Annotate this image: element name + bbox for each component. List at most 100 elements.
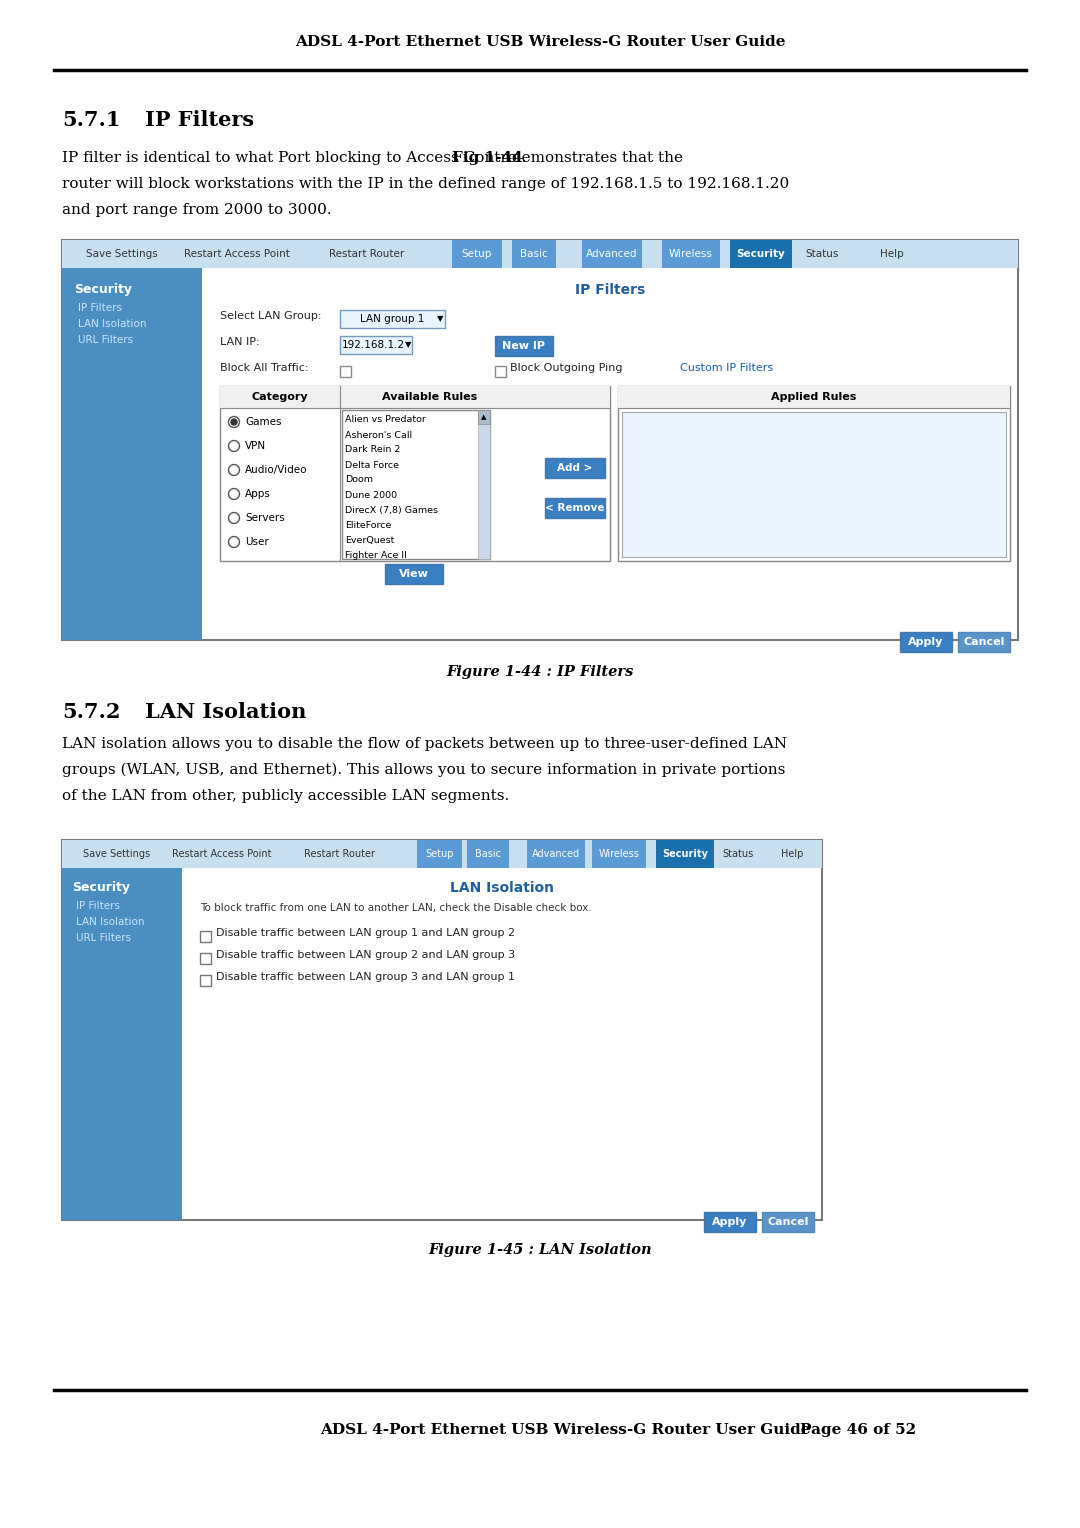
Bar	[62, 267, 202, 640]
Text: IP Filters: IP Filters	[78, 303, 122, 313]
Text: DirecX (7,8) Games: DirecX (7,8) Games	[345, 506, 438, 515]
Text: Restart Access Point: Restart Access Point	[184, 249, 289, 260]
Bar	[200, 975, 211, 986]
Text: Disable traffic between LAN group 2 and LAN group 3: Disable traffic between LAN group 2 and …	[216, 950, 515, 960]
Text: Available Rules: Available Rules	[382, 393, 477, 402]
Text: Disable traffic between LAN group 3 and LAN group 1: Disable traffic between LAN group 3 and …	[216, 972, 515, 983]
Text: Status: Status	[723, 850, 754, 859]
Bar	[656, 840, 714, 868]
Text: Figure 1-44 : IP Filters: Figure 1-44 : IP Filters	[446, 665, 634, 678]
Bar	[200, 953, 211, 964]
Text: of the LAN from other, publicly accessible LAN segments.: of the LAN from other, publicly accessib…	[62, 788, 510, 804]
Bar	[730, 240, 792, 267]
Text: To block traffic from one LAN to another LAN, check the Disable check box.: To block traffic from one LAN to another…	[200, 903, 592, 914]
Text: IP Filters: IP Filters	[145, 110, 254, 130]
Bar	[62, 868, 183, 1219]
Bar	[545, 498, 605, 518]
Text: Basic: Basic	[521, 249, 548, 260]
Text: Apps: Apps	[245, 489, 271, 500]
Text: Cancel: Cancel	[963, 637, 1004, 646]
Bar	[512, 240, 556, 267]
Bar	[495, 367, 507, 377]
Bar	[527, 840, 585, 868]
Circle shape	[229, 489, 240, 500]
Circle shape	[229, 536, 240, 547]
Text: LAN Isolation: LAN Isolation	[145, 701, 307, 723]
Text: Help: Help	[880, 249, 904, 260]
Text: View: View	[400, 568, 429, 579]
Text: 192.168.1.2: 192.168.1.2	[341, 341, 405, 350]
Bar	[495, 336, 553, 356]
Text: Select LAN Group:: Select LAN Group:	[220, 312, 322, 321]
Text: Dark Rein 2: Dark Rein 2	[345, 446, 401, 454]
Bar	[417, 840, 462, 868]
Text: 5.7.1: 5.7.1	[62, 110, 121, 130]
Text: Restart Access Point: Restart Access Point	[172, 850, 272, 859]
Text: LAN Isolation: LAN Isolation	[76, 917, 145, 927]
Text: Figure 1-45 : LAN Isolation: Figure 1-45 : LAN Isolation	[428, 1242, 652, 1258]
Text: Security: Security	[75, 284, 132, 296]
Text: Basic: Basic	[475, 850, 501, 859]
Bar	[453, 240, 502, 267]
Bar	[618, 387, 1010, 408]
Bar	[762, 1212, 814, 1232]
Text: Help: Help	[781, 850, 804, 859]
Text: < Remove: < Remove	[545, 503, 605, 513]
Bar	[582, 240, 642, 267]
Circle shape	[229, 465, 240, 475]
Bar	[340, 310, 445, 329]
Text: LAN Isolation: LAN Isolation	[450, 882, 554, 895]
Text: Add >: Add >	[557, 463, 593, 474]
Text: Save Settings: Save Settings	[83, 850, 150, 859]
Text: LAN IP:: LAN IP:	[220, 338, 259, 347]
Text: New IP: New IP	[502, 341, 545, 351]
Text: IP filter is identical to what Port blocking to Access Control.: IP filter is identical to what Port bloc…	[62, 151, 531, 165]
Text: User: User	[245, 536, 269, 547]
Text: Fighter Ace II: Fighter Ace II	[345, 550, 407, 559]
Text: Advanced: Advanced	[586, 249, 638, 260]
Text: Apply: Apply	[908, 637, 944, 646]
Text: LAN isolation allows you to disable the flow of packets between up to three-user: LAN isolation allows you to disable the …	[62, 736, 787, 750]
Text: Custom IP Filters: Custom IP Filters	[680, 364, 773, 373]
Bar	[62, 840, 822, 868]
Text: LAN group 1: LAN group 1	[360, 313, 424, 324]
Text: Block Outgoing Ping: Block Outgoing Ping	[510, 364, 622, 373]
Text: IP Filters: IP Filters	[76, 902, 120, 911]
Text: VPN: VPN	[245, 442, 266, 451]
Text: Advanced: Advanced	[532, 850, 580, 859]
Bar	[592, 840, 646, 868]
Text: Audio/Video: Audio/Video	[245, 465, 308, 475]
Text: ▼: ▼	[436, 315, 443, 324]
Text: Asheron's Call: Asheron's Call	[345, 431, 413, 440]
Bar	[62, 840, 822, 1219]
Text: Category: Category	[252, 393, 308, 402]
Bar	[900, 633, 951, 652]
Circle shape	[231, 419, 237, 425]
Text: ▼: ▼	[405, 341, 411, 350]
Text: Fig 1-44: Fig 1-44	[453, 151, 523, 165]
Text: Status: Status	[806, 249, 839, 260]
Bar	[340, 367, 351, 377]
Text: 5.7.2: 5.7.2	[62, 701, 121, 723]
Text: Doom: Doom	[345, 475, 373, 484]
Text: Games: Games	[245, 417, 282, 426]
Text: Wireless: Wireless	[670, 249, 713, 260]
Text: Servers: Servers	[245, 513, 285, 523]
Bar	[62, 240, 1018, 640]
Text: router will block workstations with the IP in the defined range of 192.168.1.5 t: router will block workstations with the …	[62, 177, 789, 191]
Text: Security: Security	[72, 882, 130, 894]
Text: Wireless: Wireless	[598, 850, 639, 859]
Bar	[467, 840, 509, 868]
Text: Setup: Setup	[462, 249, 492, 260]
Bar	[200, 931, 211, 941]
Bar	[478, 410, 490, 559]
Bar	[622, 413, 1005, 558]
Text: Setup: Setup	[426, 850, 454, 859]
Text: Alien vs Predator: Alien vs Predator	[345, 416, 426, 425]
Text: Applied Rules: Applied Rules	[771, 393, 856, 402]
Text: ADSL 4-Port Ethernet USB Wireless-G Router User Guide: ADSL 4-Port Ethernet USB Wireless-G Rout…	[295, 35, 785, 49]
Text: EverQuest: EverQuest	[345, 535, 394, 544]
Bar	[545, 458, 605, 478]
Bar	[220, 387, 610, 408]
Text: groups (WLAN, USB, and Ethernet). This allows you to secure information in priva: groups (WLAN, USB, and Ethernet). This a…	[62, 762, 785, 778]
